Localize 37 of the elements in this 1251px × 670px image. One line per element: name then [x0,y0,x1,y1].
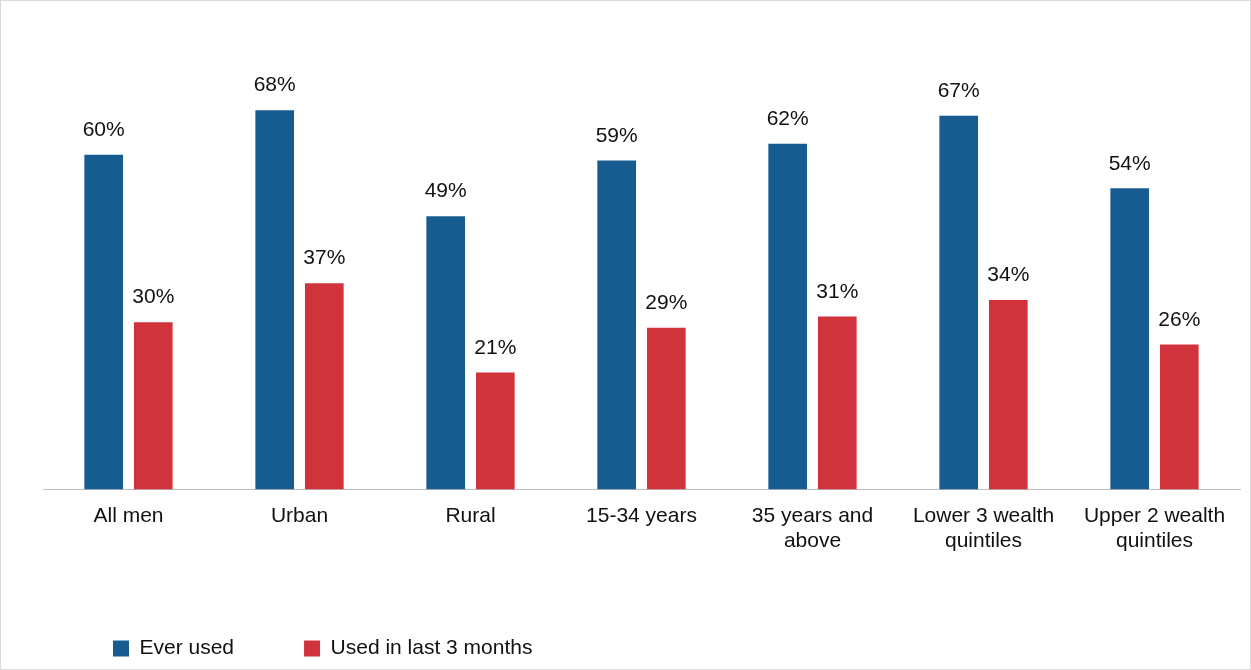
legend-label: Used in last 3 months [330,635,533,659]
bar [817,316,857,490]
data-label: 34% [987,262,1030,286]
bar [768,143,808,490]
x-tick-label: Upper 2 wealth quintiles [1083,503,1226,552]
data-label: 62% [766,105,809,129]
data-label: 54% [1108,150,1151,174]
bar [475,372,515,490]
bar [426,216,466,490]
x-tick-label: Lower 3 wealth quintiles [912,503,1055,552]
bar [1159,344,1199,490]
data-label: 68% [253,72,296,96]
data-label: 49% [424,178,467,202]
x-tick-label: Rural [445,503,496,526]
bar [646,327,686,490]
data-label: 67% [937,78,980,102]
data-label: 29% [645,290,688,314]
x-tick-label: 35 years and above [751,503,874,552]
data-label: 59% [595,122,638,146]
bar [304,283,344,490]
data-label: 60% [82,117,125,141]
bar [597,160,637,490]
data-label: 26% [1158,306,1201,330]
bar [84,154,124,490]
x-tick-label: Urban [270,503,329,526]
bar [1110,188,1150,490]
legend-label: Ever used [139,635,235,659]
bar [133,322,173,490]
bar [939,115,979,490]
x-tick-label: 15-34 years [586,503,697,526]
data-label: 31% [816,278,859,302]
x-tick-label: All men [93,503,164,526]
data-label: 37% [303,245,346,269]
data-label: 30% [132,284,175,308]
bar [255,110,295,490]
bar [988,299,1028,490]
data-label: 21% [474,334,517,358]
